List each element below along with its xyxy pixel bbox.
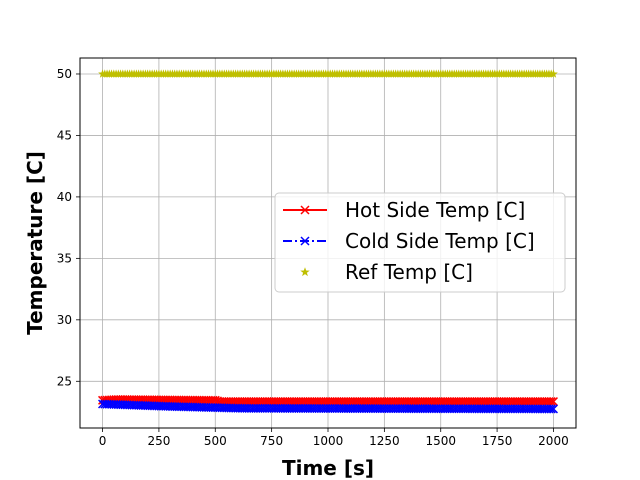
legend-marker-hot <box>300 205 310 215</box>
legend-marker-ref <box>300 267 310 277</box>
legend-label-ref: Ref Temp [C] <box>345 260 473 284</box>
y-axis-label: Temperature [C] <box>23 151 47 335</box>
series-point-1 <box>548 404 558 414</box>
x-tick-label: 1250 <box>369 434 400 448</box>
y-tick-label: 35 <box>57 251 72 265</box>
y-tick-label: 30 <box>57 313 72 327</box>
y-tick-label: 50 <box>57 67 72 81</box>
x-tick-label: 2000 <box>538 434 569 448</box>
series-point-2 <box>549 69 558 78</box>
legend-label-hot: Hot Side Temp [C] <box>345 198 525 222</box>
series-point-0 <box>546 397 556 407</box>
legend-box <box>274 192 566 293</box>
series-layer <box>98 69 558 414</box>
series-point-0 <box>548 397 558 407</box>
x-axis-label: Time [s] <box>282 456 374 480</box>
y-tick-label: 40 <box>57 190 72 204</box>
legend-marker-cold <box>300 236 310 246</box>
legend-entry-cold: Cold Side Temp [C] <box>283 229 535 253</box>
x-tick-label: 0 <box>99 434 107 448</box>
y-tick-label: 45 <box>57 128 72 142</box>
legend-entry-hot: Hot Side Temp [C] <box>283 198 525 222</box>
series-point-1 <box>546 404 556 414</box>
x-tick-label: 500 <box>204 434 227 448</box>
x-tick-label: 750 <box>260 434 283 448</box>
y-tick-label: 25 <box>57 374 72 388</box>
x-tick-label: 1500 <box>425 434 456 448</box>
x-tick-label: 250 <box>147 434 170 448</box>
legend: Hot Side Temp [C] Cold Side Temp [C] Ref… <box>274 192 566 293</box>
x-tick-label: 1750 <box>482 434 513 448</box>
ticks: 0 250 500 750 1000 1250 1500 1750 2000 25 30 35 40 45… <box>57 67 569 448</box>
legend-entry-ref: Ref Temp [C] <box>300 260 473 284</box>
x-tick-label: 1000 <box>313 434 344 448</box>
legend-label-cold: Cold Side Temp [C] <box>345 229 535 253</box>
